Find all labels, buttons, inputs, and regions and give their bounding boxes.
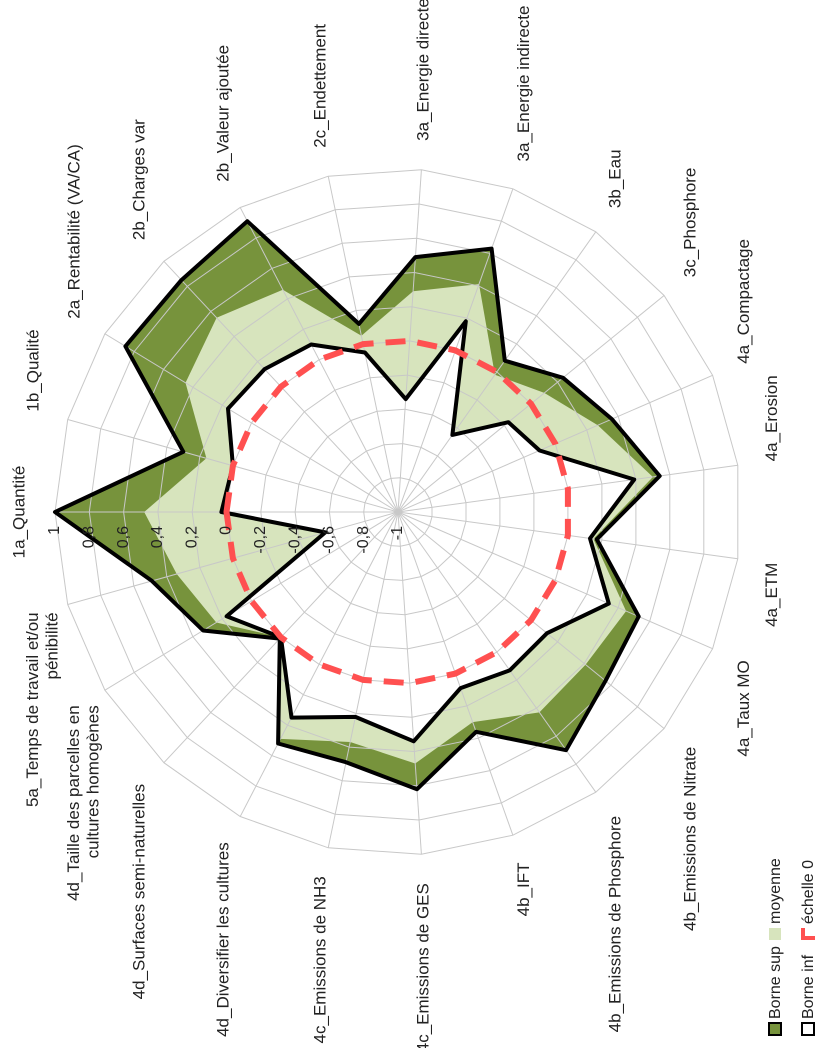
grid-ring	[328, 443, 467, 581]
category-label: 2b_Charges var	[129, 119, 148, 240]
grid-ring	[54, 169, 739, 855]
category-label: 4a_Erosion	[762, 375, 781, 461]
spoke	[397, 511, 713, 650]
series-outline	[53, 219, 662, 792]
y-tick-label: 0	[218, 526, 235, 535]
category-label: 4a_ETM	[762, 563, 781, 627]
category-label: 5a_Temps de travail et/oupénibilité	[24, 612, 63, 807]
legend-swatch	[768, 1022, 782, 1036]
y-tick-label: 0,2	[183, 526, 200, 548]
grid-ring	[191, 306, 603, 718]
y-tick-label: 0,6	[115, 526, 132, 548]
spoke	[104, 333, 399, 513]
category-label: 3c_Phosphore	[681, 168, 700, 278]
y-tick-label: -0,4	[286, 526, 303, 554]
category-label: 4b_IFT	[514, 863, 533, 917]
category-label: 2c_Endettement	[311, 24, 330, 148]
spoke	[104, 511, 399, 691]
legend-label: Borne inf	[800, 954, 817, 1019]
category-label: 1a_Quantité	[9, 466, 28, 559]
category-label: 4a_Compactage	[734, 239, 753, 364]
y-tick-label: -0,8	[355, 526, 372, 554]
y-tick-label: 0,8	[81, 526, 98, 548]
category-label: 4d_Diversifier les cultures	[214, 842, 233, 1037]
legend-label: échelle 0	[800, 860, 817, 924]
spoke	[397, 511, 597, 793]
category-label: 4d_Surfaces semi-naturelles	[129, 784, 148, 999]
category-label: 4b_Emissions de Phosphore	[605, 816, 624, 1032]
grid-ring	[260, 374, 535, 650]
category-label: 4c_Emissions de GES	[413, 883, 432, 1048]
category-label: 4b_Emissions de Nitrate	[681, 747, 700, 931]
legend-label: moyenne	[767, 858, 784, 924]
y-tick-label: -0,2	[252, 526, 269, 554]
legend-swatch	[769, 928, 781, 940]
y-tick-label: 0,4	[149, 526, 166, 548]
category-label: 4d_Taille des parcelles encultures homog…	[65, 705, 104, 901]
radar-chart: -1 -0,8 -0,6 -0,4 -0,2 0 0,2 0,4 0,6 0,8 1 1a_Quant…	[9, 0, 817, 1048]
spoke	[397, 231, 597, 513]
grid-ring	[123, 237, 671, 787]
legend-label: Borne sup	[767, 946, 784, 1019]
spoke	[397, 169, 422, 513]
category-label: 3a_Energie directe	[413, 0, 432, 141]
legend-swatch	[801, 1022, 815, 1036]
series-outline	[219, 319, 637, 744]
y-tick-label: 1	[46, 526, 63, 535]
legend-swatch	[801, 928, 815, 940]
category-label: 3a_Energie indirecte	[514, 6, 533, 162]
category-label: 4c_Emissions de NH3	[311, 876, 330, 1043]
series-line	[223, 337, 571, 687]
y-tick-label: -1	[389, 526, 406, 540]
spoke	[239, 207, 399, 513]
series-area	[221, 321, 635, 742]
grid-ring	[363, 477, 433, 547]
category-label: 2b_Valeur ajoutée	[214, 45, 233, 182]
grid-ring	[88, 203, 705, 821]
y-tick-label: -0,6	[321, 526, 338, 554]
category-label: 2a_Rentabilité (VA/CA)	[65, 144, 84, 319]
grid-ring	[294, 408, 501, 616]
category-label: 3b_Eau	[605, 149, 624, 208]
spoke	[239, 511, 399, 817]
category-label: 4a_Taux MO	[734, 660, 753, 756]
spoke	[397, 511, 422, 855]
category-label: 1b_Qualité	[24, 329, 43, 411]
